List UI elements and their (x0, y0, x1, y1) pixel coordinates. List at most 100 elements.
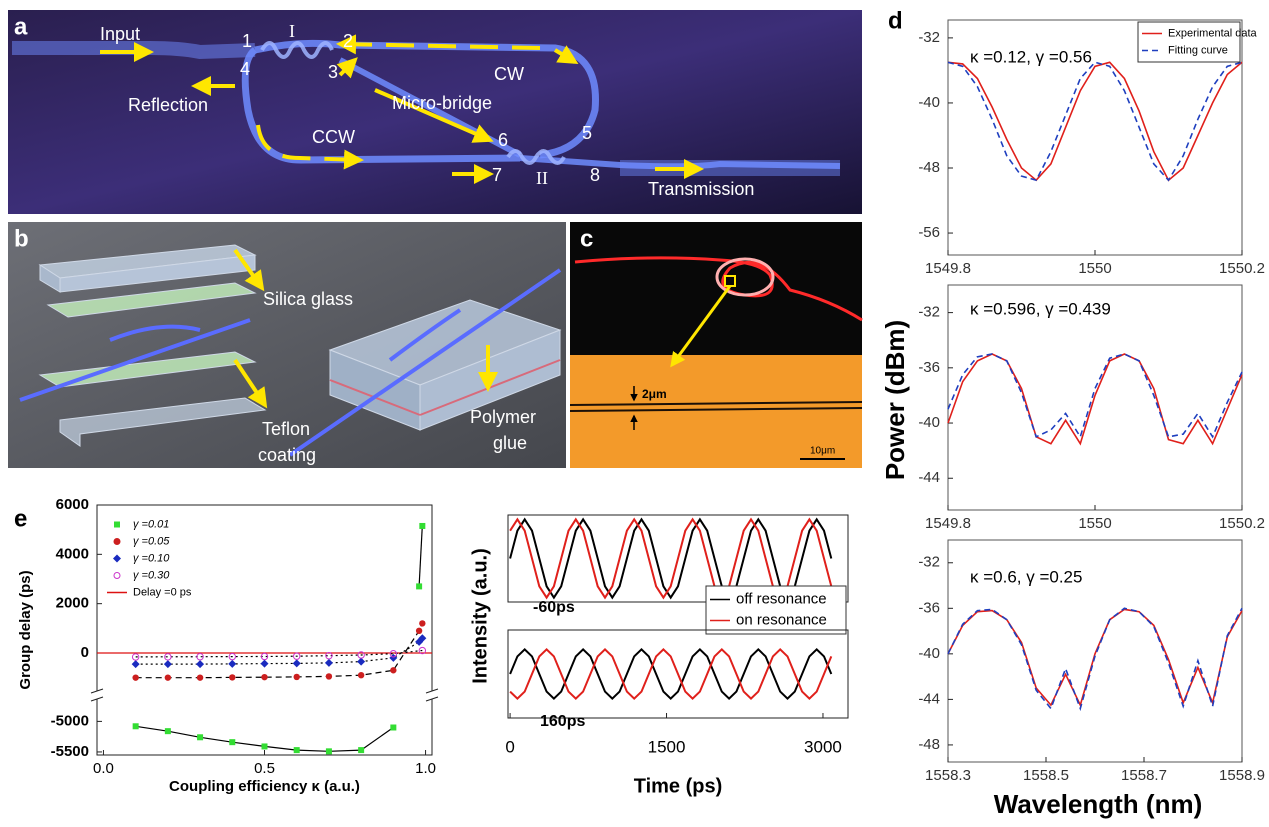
y-tick-label: -48 (918, 736, 940, 753)
y-axis-label: Group delay (ps) (17, 570, 34, 689)
y-tick-label: -44 (918, 690, 940, 707)
y-tick-label: 0 (81, 644, 89, 661)
x-tick-label: 3000 (804, 737, 842, 756)
axis-break (425, 688, 439, 694)
panel-a: a Input 1 I 2 4 3 Reflection CW Micro-br… (8, 10, 862, 214)
y-tick-label: -5000 (51, 712, 89, 729)
y-tick-label: -40 (918, 414, 940, 431)
y-tick-label: -32 (918, 304, 940, 321)
y-tick-label: -5500 (51, 743, 89, 760)
legend-label: Delay =0 ps (133, 586, 192, 598)
point (131, 660, 140, 669)
photo-background (570, 222, 862, 355)
point (197, 734, 204, 741)
y-axis-label: Intensity (a.u.) (469, 548, 491, 684)
label: Input (100, 24, 140, 44)
plot-frame (947, 539, 1243, 763)
point (389, 650, 398, 658)
label: 2 (343, 31, 353, 51)
panel-letter: d (888, 7, 903, 34)
fiber (19, 268, 562, 457)
legend-label: γ =0.01 (133, 518, 169, 530)
data-line (947, 607, 1243, 712)
point (293, 652, 301, 660)
x-tick-label: 1550.2 (1219, 260, 1265, 277)
point (260, 652, 269, 661)
point (292, 659, 301, 668)
x-axis-label: Wavelength (nm) (994, 789, 1202, 819)
label: 5 (582, 123, 592, 143)
label: 3 (328, 62, 338, 82)
legend-swatch (113, 572, 121, 579)
x-tick-label: 1500 (648, 737, 686, 756)
legend-label: off resonance (736, 590, 827, 607)
y-tick-label: -48 (918, 159, 940, 176)
data-line (947, 353, 1243, 439)
label: Reflection (128, 95, 208, 115)
point (325, 748, 332, 755)
annotation: κ =0.596, γ =0.439 (970, 299, 1111, 318)
legend-label: γ =0.10 (133, 552, 170, 564)
point (293, 673, 300, 681)
panel-letter: b (14, 225, 29, 252)
label: 10μm (810, 446, 835, 457)
y-axis-label: Power (dBm) (880, 320, 910, 480)
label: Polymer (470, 407, 536, 427)
x-tick-label: 0.5 (254, 760, 275, 777)
panel-c: c 2μm 10μm (569, 222, 863, 468)
x-axis-label: Time (ps) (634, 775, 723, 797)
point (164, 653, 172, 661)
legend-label: Experimental data (1168, 27, 1258, 39)
axis-break (425, 696, 439, 702)
point (164, 674, 172, 681)
panel-letter: a (14, 13, 28, 40)
data-line (947, 61, 1243, 182)
legend-label: γ =0.05 (133, 535, 170, 547)
point (293, 747, 300, 754)
point (132, 723, 139, 730)
fit-line (135, 623, 423, 679)
y-tick-label: 6000 (56, 496, 89, 513)
legend-box (705, 585, 847, 635)
label: 1 (242, 31, 252, 51)
y-tick-label: 2000 (56, 595, 89, 612)
panel-letter: e (14, 505, 27, 532)
label: coating (258, 445, 316, 465)
x-tick-label: 1549.8 (925, 260, 971, 277)
point (415, 627, 423, 634)
annotation: κ =0.12, γ =0.56 (970, 47, 1092, 66)
point (357, 672, 365, 679)
x-tick-label: 1.0 (415, 760, 436, 777)
y-tick-label: -32 (918, 554, 940, 571)
label: CW (494, 64, 524, 84)
y-tick-label: -44 (918, 469, 940, 486)
label-arrows (233, 248, 498, 409)
legend-box (1137, 21, 1241, 63)
data-line (509, 517, 833, 600)
wire-edge (569, 407, 863, 412)
data-line (509, 648, 833, 700)
plot-frame (507, 629, 849, 719)
point (357, 651, 365, 659)
point (261, 673, 268, 681)
y-tick-label: -40 (918, 645, 940, 662)
legend-label: Fitting curve (1168, 44, 1228, 56)
point (418, 634, 427, 643)
y-tick-label: 4000 (56, 545, 89, 562)
point (358, 747, 365, 754)
x-tick-label: 0 (505, 737, 514, 756)
legend-label: γ =0.30 (133, 569, 170, 581)
label: Micro-bridge (392, 93, 492, 113)
point (163, 660, 172, 669)
point (196, 660, 205, 669)
legend-swatch (114, 521, 120, 528)
y-tick-label: -32 (918, 29, 940, 46)
point (131, 653, 140, 661)
point (228, 659, 237, 668)
point (325, 673, 333, 680)
y-tick-label: -36 (918, 359, 940, 376)
label: I (289, 21, 295, 41)
point (132, 674, 139, 681)
zoom-arrow (670, 285, 732, 368)
